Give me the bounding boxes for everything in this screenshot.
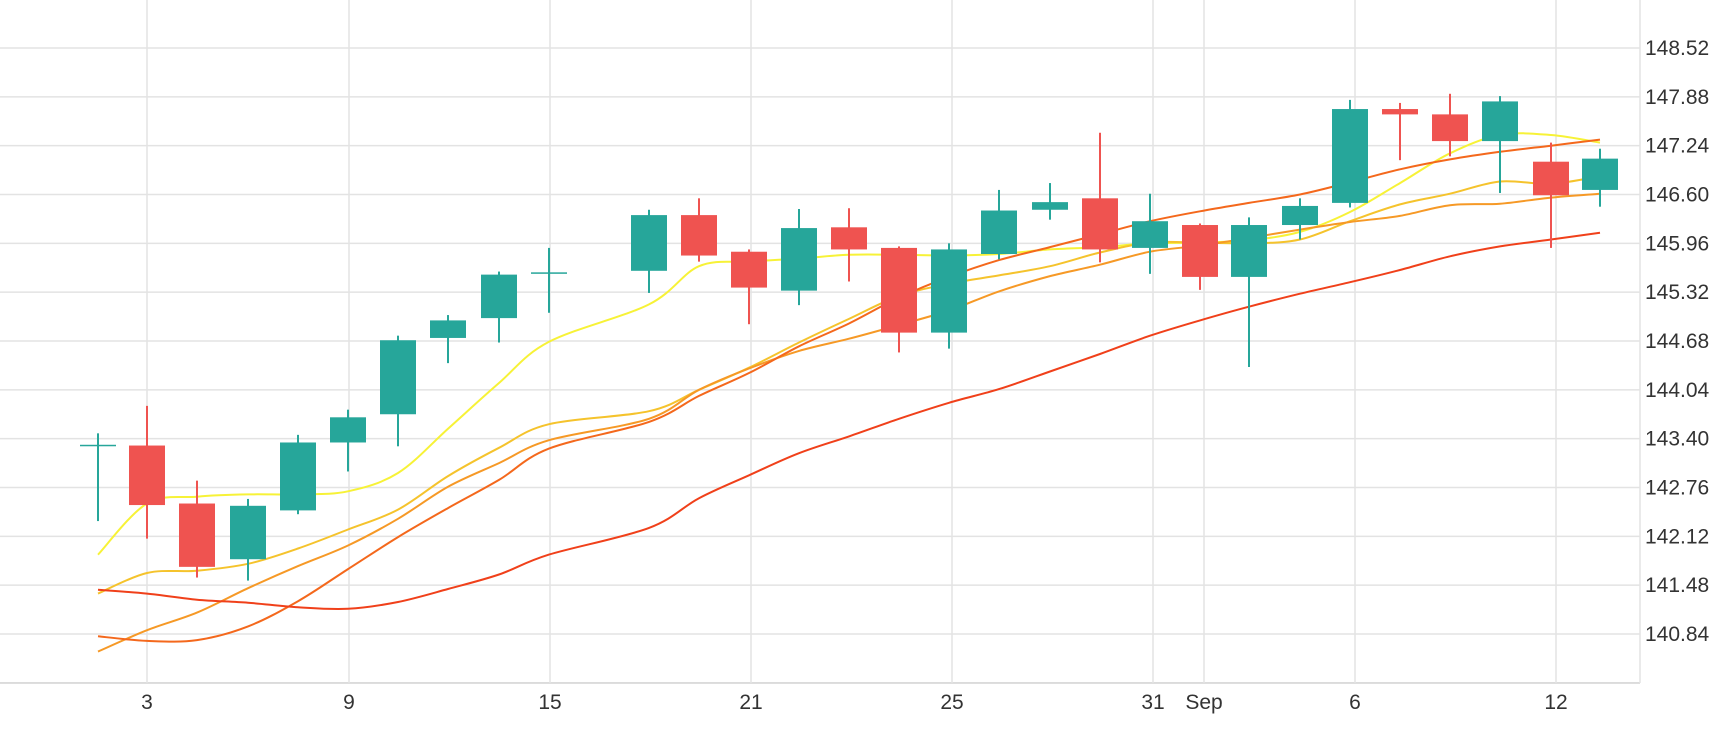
- candle-body: [1533, 161, 1569, 196]
- candle-body: [280, 442, 316, 511]
- candle: [1231, 217, 1267, 367]
- x-tick-label: 6: [1349, 691, 1361, 714]
- y-tick-label: 143.40: [1645, 428, 1709, 451]
- candle-body: [1432, 114, 1468, 142]
- candle-body: [330, 417, 366, 443]
- candle-body: [481, 274, 517, 319]
- candle-body: [80, 444, 116, 447]
- x-tick-label: 21: [739, 691, 762, 714]
- candle-body: [881, 247, 917, 333]
- candle-body: [981, 210, 1017, 255]
- candle: [330, 409, 366, 472]
- candle: [80, 433, 116, 522]
- candle: [1182, 223, 1218, 290]
- grid: [0, 0, 1641, 684]
- candle-body: [731, 251, 767, 288]
- candle-body: [1582, 158, 1618, 190]
- candle-body: [831, 227, 867, 250]
- candle: [1382, 102, 1418, 161]
- candle-body: [1332, 109, 1368, 203]
- y-tick-label: 141.48: [1645, 574, 1709, 597]
- candle-body: [430, 320, 466, 338]
- x-tick-label: 9: [343, 691, 355, 714]
- candle: [1282, 198, 1318, 240]
- candle: [931, 243, 967, 349]
- candle: [1582, 148, 1618, 207]
- candle-body: [681, 215, 717, 256]
- y-tick-label: 145.32: [1645, 281, 1709, 304]
- candle-body: [1382, 109, 1418, 115]
- y-tick-label: 144.68: [1645, 330, 1709, 353]
- candle: [280, 434, 316, 515]
- y-tick-label: 145.96: [1645, 232, 1709, 255]
- candle: [681, 198, 717, 262]
- ma-line-5: [97, 231, 1601, 611]
- y-tick-label: 147.88: [1645, 86, 1709, 109]
- candle-body: [1231, 225, 1267, 277]
- candle: [1082, 132, 1118, 263]
- ma-line-3: [97, 192, 1601, 653]
- x-axis: 3 9 15 21 25 31 Sep 6 12: [141, 691, 1568, 714]
- x-tick-label: Sep: [1185, 691, 1222, 714]
- candle: [831, 208, 867, 282]
- y-tick-label: 144.04: [1645, 379, 1710, 402]
- candle-body: [230, 505, 266, 560]
- candle: [1132, 193, 1168, 274]
- candle: [731, 249, 767, 325]
- candle-body: [631, 215, 667, 271]
- candle-body: [179, 503, 215, 567]
- y-tick-label: 142.76: [1645, 477, 1709, 500]
- candle-body: [1032, 202, 1068, 210]
- candle: [1533, 142, 1569, 248]
- candle: [1032, 183, 1068, 220]
- candle-body: [1132, 221, 1168, 248]
- candle: [1432, 93, 1468, 157]
- y-tick-label: 147.24: [1645, 135, 1710, 158]
- candle: [129, 405, 165, 539]
- candle-body: [1482, 101, 1518, 142]
- candle-body: [129, 445, 165, 506]
- candle: [1332, 99, 1368, 208]
- y-axis: 148.52 147.88 147.24 146.60 145.96 145.32 144.…: [1645, 37, 1710, 646]
- candle-body: [1082, 198, 1118, 250]
- x-tick-label: 25: [940, 691, 963, 714]
- x-tick-label: 15: [538, 691, 561, 714]
- candle: [230, 498, 266, 581]
- candle: [981, 189, 1017, 260]
- ma-line-2: [97, 175, 1601, 595]
- candle: [531, 247, 567, 313]
- candle-body: [1282, 205, 1318, 226]
- y-tick-label: 142.12: [1645, 525, 1709, 548]
- candle: [631, 209, 667, 293]
- candle: [380, 335, 416, 447]
- x-tick-label: 31: [1141, 691, 1164, 714]
- candle-body: [931, 249, 967, 333]
- candle: [781, 208, 817, 306]
- candle: [881, 246, 917, 353]
- candle: [1482, 96, 1518, 193]
- ma-line-1: [97, 132, 1601, 556]
- candle-body: [380, 340, 416, 415]
- y-tick-label: 140.84: [1645, 623, 1710, 646]
- candle-body: [781, 228, 817, 291]
- candle-body: [531, 272, 567, 274]
- x-tick-label: 3: [141, 691, 153, 714]
- candle: [481, 271, 517, 343]
- x-tick-label: 12: [1544, 691, 1567, 714]
- candles: [80, 93, 1618, 581]
- candle: [430, 315, 466, 364]
- y-tick-label: 146.60: [1645, 184, 1709, 207]
- candle: [179, 480, 215, 578]
- candle-body: [1182, 225, 1218, 277]
- y-tick-label: 148.52: [1645, 37, 1709, 60]
